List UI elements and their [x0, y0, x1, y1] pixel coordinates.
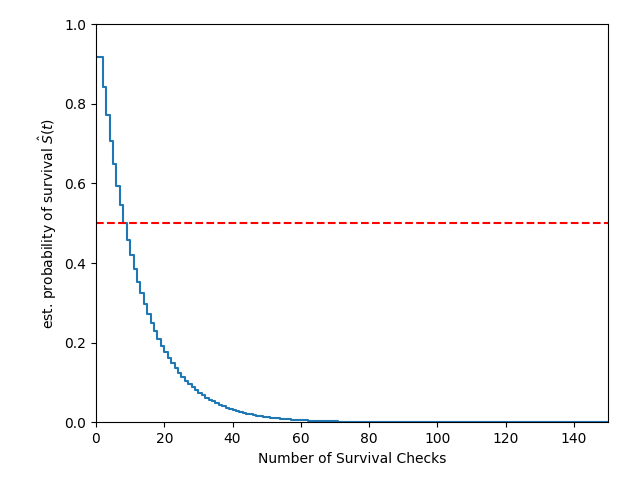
- Y-axis label: est. probability of survival $\hat{S}(t)$: est. probability of survival $\hat{S}(t)…: [36, 118, 59, 329]
- X-axis label: Number of Survival Checks: Number of Survival Checks: [258, 452, 446, 466]
